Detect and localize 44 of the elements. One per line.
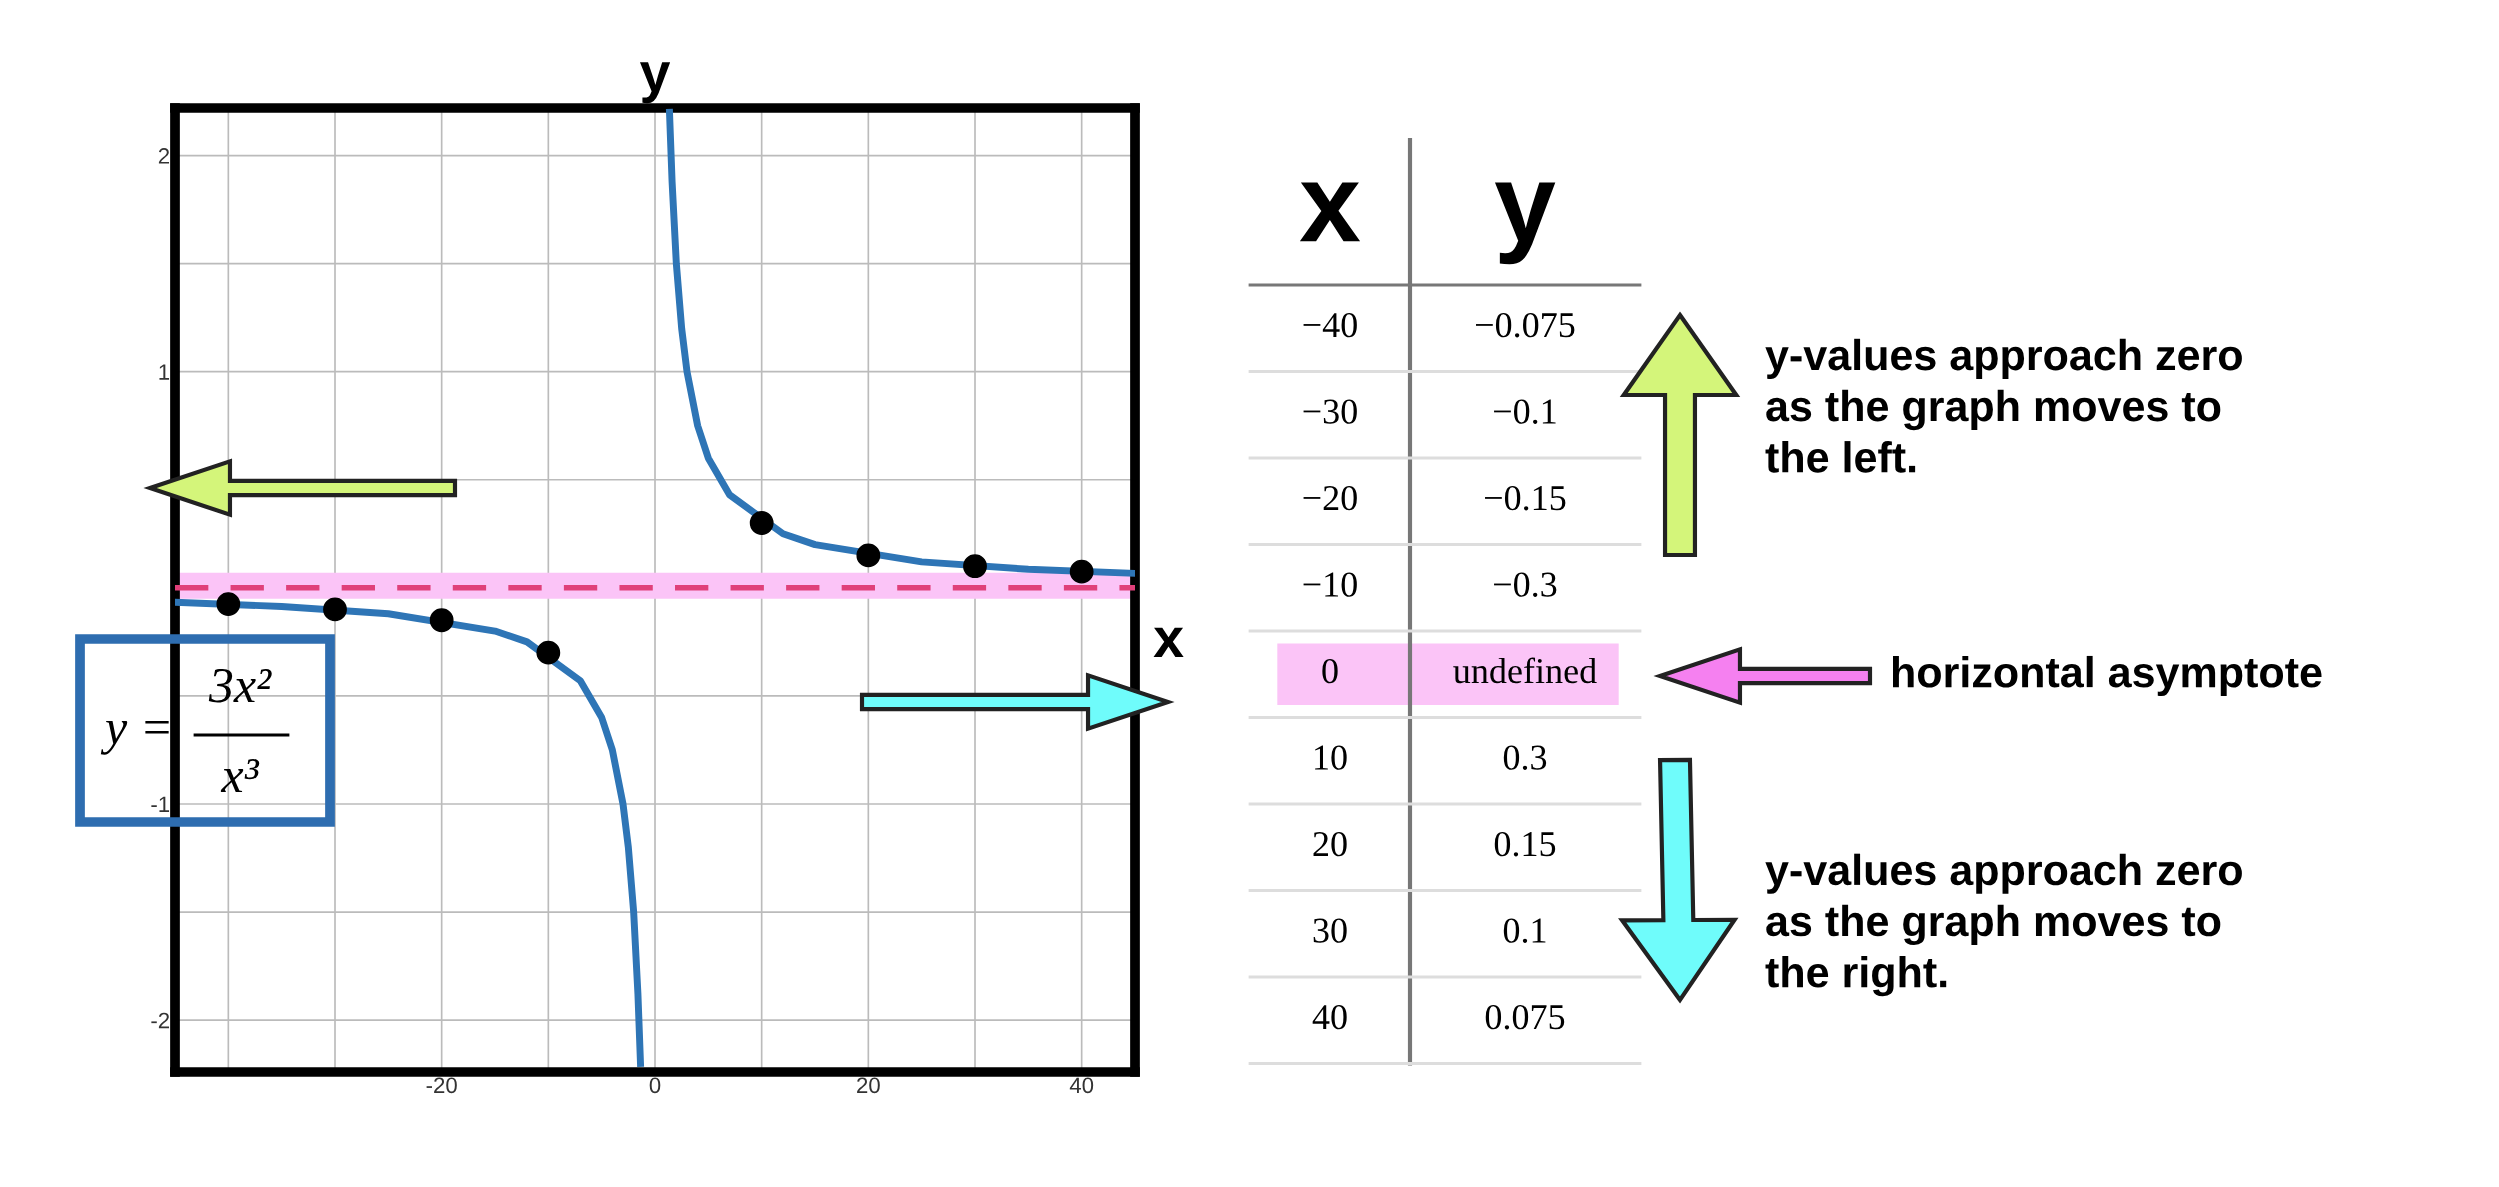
x-tick-label: 20	[857, 1077, 880, 1094]
text: −0.075	[1475, 312, 1575, 338]
text: 0	[1322, 658, 1338, 684]
text: y	[1494, 182, 1556, 265]
text: −10	[1303, 572, 1357, 597]
y-tick-label: 2	[158, 148, 170, 164]
text: horizontal asymptote	[1893, 655, 2322, 697]
x-tick-label: 40	[1069, 1077, 1094, 1094]
point	[749, 511, 774, 535]
text: 0.3	[1503, 745, 1547, 770]
point	[536, 640, 561, 665]
text: y-values approach zero as the graph moves to the left.	[1765, 338, 2242, 473]
point	[429, 608, 454, 633]
y-axis-title: y	[639, 62, 671, 104]
text: 10	[1315, 745, 1347, 770]
text: 0.075	[1485, 1004, 1565, 1030]
annotation: 3x²	[208, 668, 272, 703]
annotation: x³	[220, 759, 260, 793]
text: −0.3	[1494, 572, 1557, 597]
text: 30	[1313, 918, 1347, 943]
text: 0.1	[1503, 918, 1546, 943]
text: −30	[1303, 399, 1357, 424]
x-axis-title: x	[1153, 627, 1184, 658]
text: y-values approach zero as the graph moves to the right.	[1765, 853, 2242, 997]
y-tick-label: -1	[151, 796, 170, 813]
text: −40	[1303, 312, 1357, 338]
y-tick-label: 1	[159, 364, 170, 380]
point	[1069, 559, 1094, 584]
text: 0.15	[1494, 831, 1556, 857]
point	[963, 554, 987, 579]
x-tick-label: 0	[649, 1077, 661, 1094]
text: x	[1299, 182, 1361, 242]
text: 40	[1312, 1004, 1347, 1030]
y-tick-label: -2	[151, 1012, 170, 1029]
text: −20	[1303, 485, 1357, 511]
text: undefined	[1453, 657, 1597, 684]
point	[323, 597, 347, 622]
x-tick-label: -20	[426, 1077, 457, 1094]
text: y =	[100, 720, 169, 755]
point	[216, 592, 241, 616]
point	[856, 543, 881, 568]
text: 20	[1313, 831, 1347, 857]
text: −0.1	[1494, 399, 1556, 424]
text: −0.15	[1485, 485, 1566, 511]
